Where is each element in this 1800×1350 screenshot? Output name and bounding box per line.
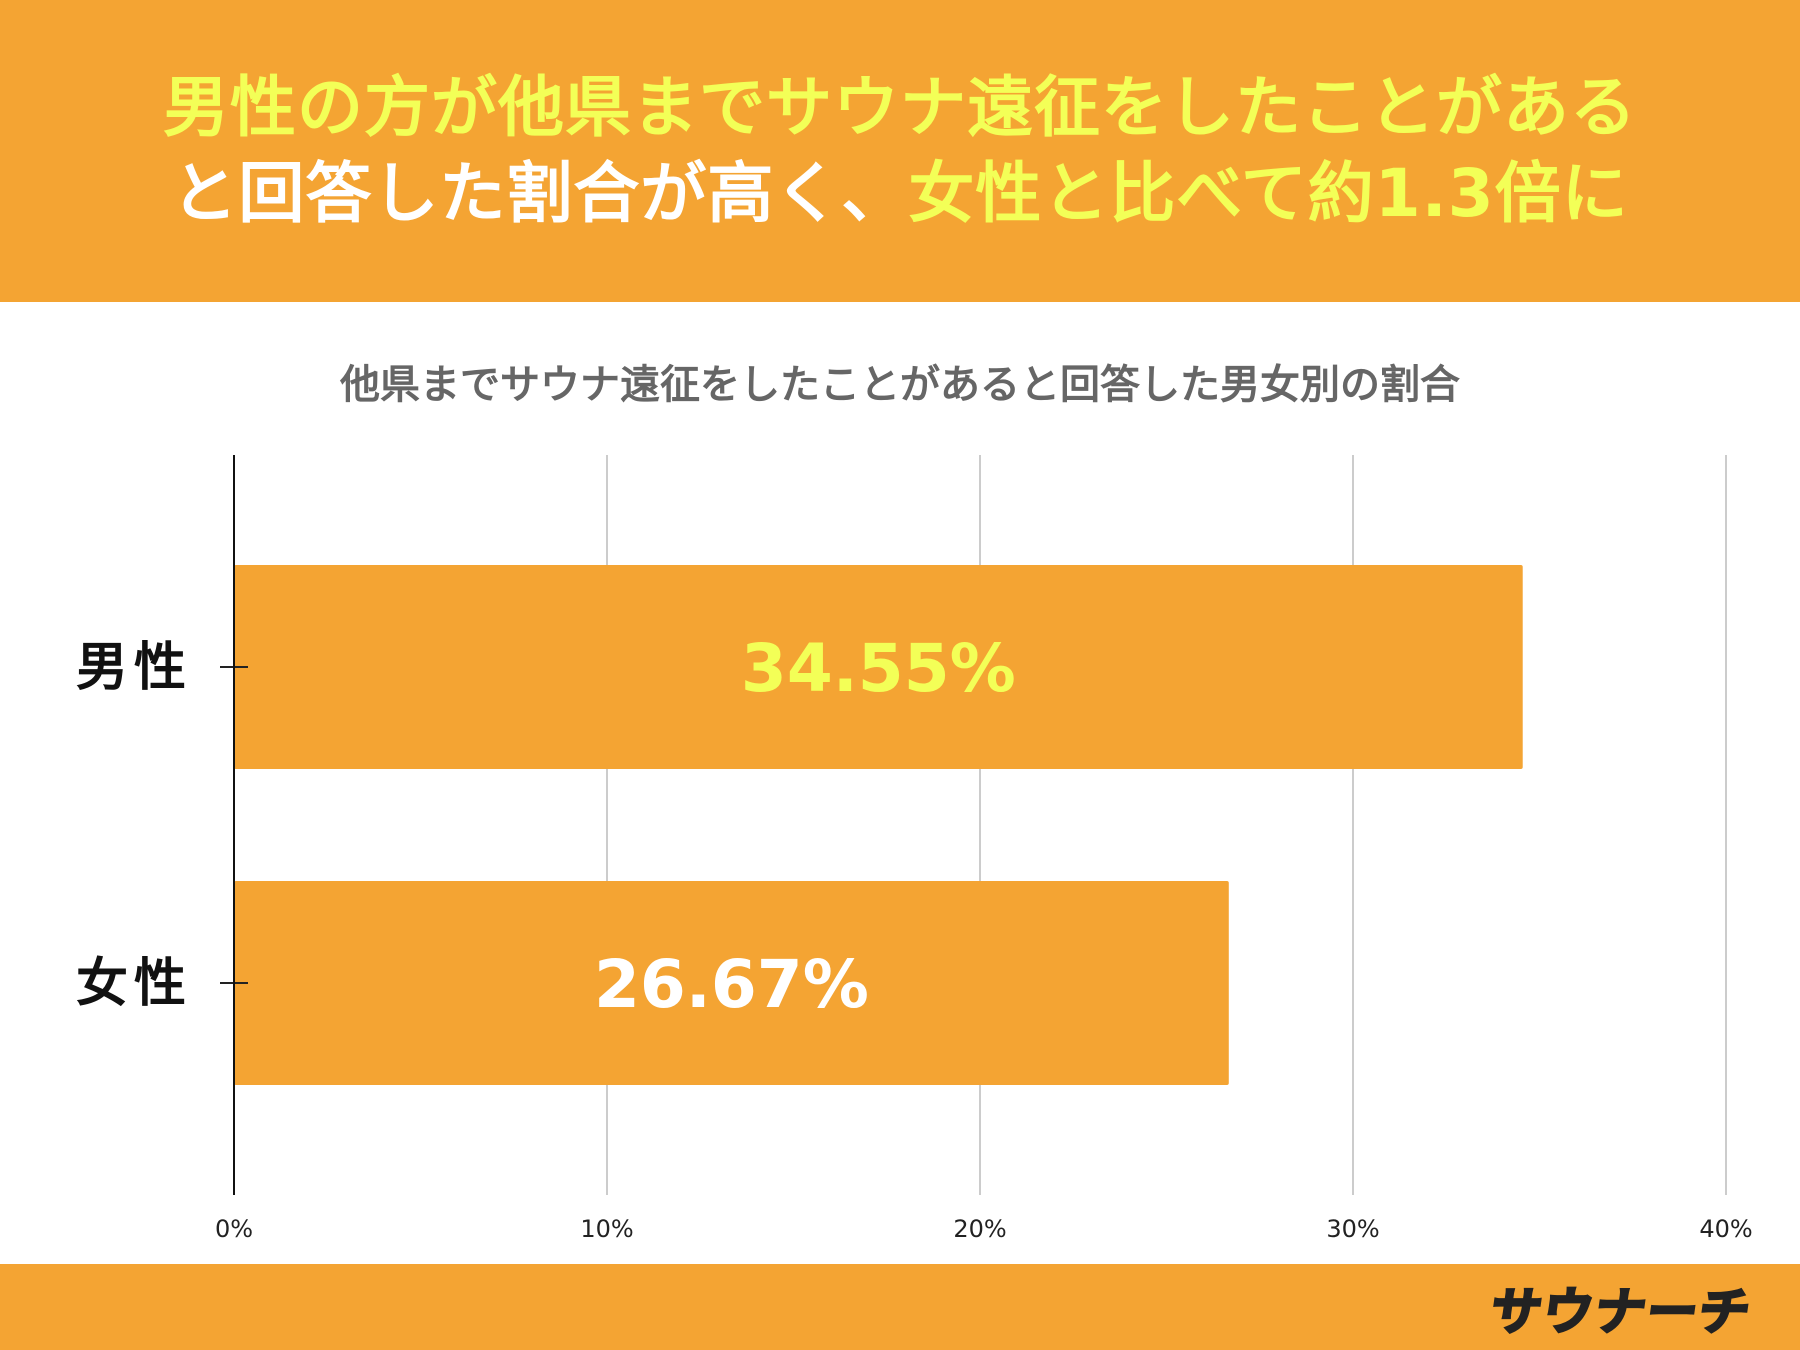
headline-line-1: 男性の方が他県までサウナ遠征をしたことがある <box>163 65 1637 151</box>
headline-segment: 女性と比べて約1.3倍に <box>908 155 1629 232</box>
headline-segment: 男性の方が他県までサウナ遠征をしたことがある <box>163 69 1637 146</box>
chart-title: 他県までサウナ遠征をしたことがあると回答した男女別の割合 <box>340 362 1460 408</box>
headline-segment: と回答した割合が高く、 <box>171 155 909 232</box>
x-tick-label: 20% <box>953 1215 1006 1243</box>
bar-data-label: 34.55% <box>741 630 1016 707</box>
bar-data-label: 26.67% <box>594 946 869 1023</box>
y-category-label: 男性 <box>76 638 192 698</box>
header-banner: 男性の方が他県までサウナ遠征をしたことがある と回答した割合が高く、女性と比べて… <box>0 0 1800 302</box>
x-tick-label: 0% <box>215 1215 253 1243</box>
bar <box>234 881 1229 1085</box>
x-tick-label: 30% <box>1326 1215 1379 1243</box>
x-tick-label: 10% <box>580 1215 633 1243</box>
y-category-label: 女性 <box>76 954 192 1014</box>
brand-logo: サウナーチ <box>1486 1282 1757 1343</box>
bar <box>234 565 1523 769</box>
headline-line-2: と回答した割合が高く、女性と比べて約1.3倍に <box>171 151 1628 237</box>
x-tick-label: 40% <box>1699 1215 1752 1243</box>
footer-bar <box>0 1264 1800 1350</box>
